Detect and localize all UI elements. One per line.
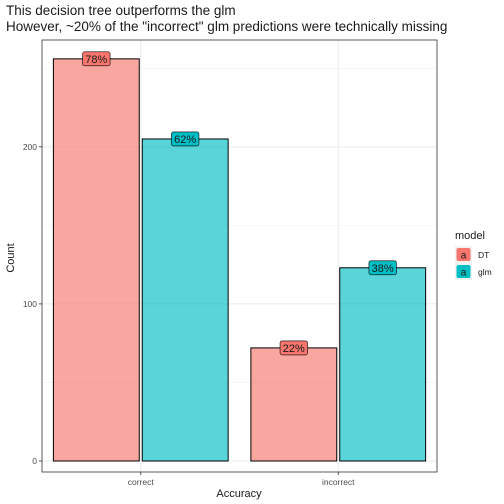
panel-border [41, 39, 438, 473]
chart-subtitle: However, ~20% of the "incorrect" glm pre… [6, 19, 448, 34]
chart-title-block: This decision tree outperforms the glm H… [6, 3, 447, 35]
axes-layer: 0 100 200 correct incorrect [23, 39, 438, 487]
legend-title: model [455, 230, 485, 242]
data-label-box [171, 131, 200, 147]
x-axis-title: Accuracy [216, 488, 262, 500]
data-label: 38% [372, 263, 394, 275]
data-label: 62% [174, 134, 196, 146]
x-tick-label: correct [128, 477, 155, 487]
legend-key-DT [456, 248, 471, 261]
y-axis-title: Count [5, 243, 17, 272]
data-label-box [368, 260, 397, 276]
bar-DT-correct [52, 58, 140, 462]
data-label-box [279, 340, 308, 356]
bar-glm-correct [141, 138, 229, 462]
x-tick-label: incorrect [322, 477, 355, 487]
bars-layer [52, 58, 427, 462]
legend-key-glyph: a [461, 268, 467, 279]
y-tick-label: 200 [23, 142, 37, 152]
legend-key-glyph: a [461, 251, 467, 262]
legend-key-glm [456, 265, 471, 278]
legend-label-glm: glm [478, 267, 492, 277]
legend: model a DT a glm [455, 230, 492, 280]
y-tick-label: 100 [23, 299, 37, 309]
data-label: 22% [283, 343, 305, 355]
chart-title: This decision tree outperforms the glm [6, 3, 236, 18]
data-labels-layer: 78% 22% 62% 38% [82, 51, 397, 356]
legend-label-DT: DT [478, 250, 489, 260]
bar-DT-incorrect [250, 347, 338, 462]
data-label-box [82, 51, 111, 67]
bar-glm-incorrect [339, 267, 427, 462]
y-tick-label: 0 [32, 456, 37, 466]
data-label: 78% [85, 54, 107, 66]
